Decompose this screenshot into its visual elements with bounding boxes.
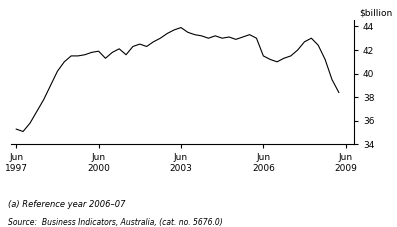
Text: (a) Reference year 2006–07: (a) Reference year 2006–07 [8, 200, 125, 209]
Text: Source:  Business Indicators, Australia, (cat. no. 5676.0): Source: Business Indicators, Australia, … [8, 218, 223, 227]
Text: $billion: $billion [360, 9, 393, 18]
